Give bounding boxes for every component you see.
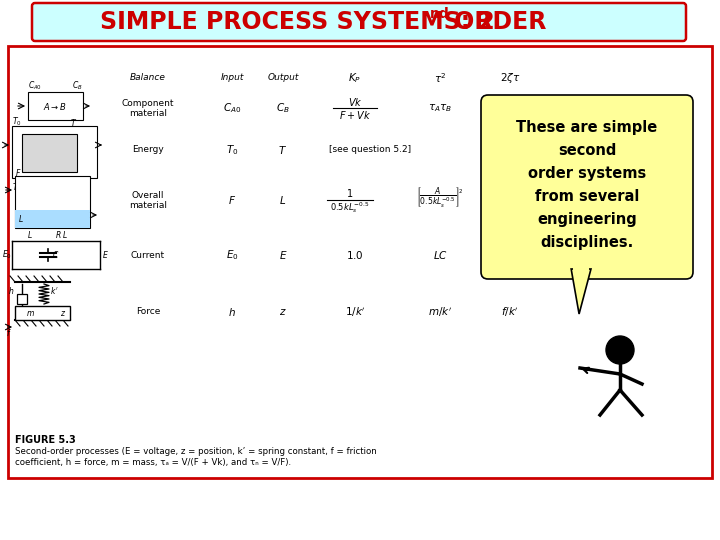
- Text: FIGURE 5.3: FIGURE 5.3: [15, 435, 76, 445]
- Text: [see question 5.2]: [see question 5.2]: [329, 145, 411, 154]
- Text: $2\tau$: $2\tau$: [503, 194, 518, 206]
- Text: $R$: $R$: [55, 230, 61, 240]
- Text: $2\zeta\tau$: $2\zeta\tau$: [500, 71, 521, 85]
- Text: order systems: order systems: [528, 166, 646, 181]
- Text: $Vk$: $Vk$: [348, 96, 362, 108]
- Text: $E_0$: $E_0$: [225, 248, 238, 262]
- Text: engineering: engineering: [537, 212, 637, 227]
- Text: $E$: $E$: [279, 249, 287, 261]
- Text: $C$: $C$: [53, 249, 60, 260]
- Text: $C_{A0}$: $C_{A0}$: [222, 101, 241, 115]
- Text: $T$: $T$: [279, 144, 287, 156]
- Text: $E$: $E$: [102, 249, 109, 260]
- Text: $f/k'$: $f/k'$: [501, 305, 519, 319]
- FancyBboxPatch shape: [32, 3, 686, 41]
- Text: material: material: [129, 200, 167, 210]
- Text: Current: Current: [131, 251, 165, 260]
- Text: $F + Vk$: $F + Vk$: [339, 109, 371, 121]
- Text: $L$: $L$: [18, 213, 24, 224]
- Text: $z$: $z$: [279, 307, 287, 317]
- Text: Output: Output: [267, 73, 299, 83]
- Text: nd: nd: [430, 7, 450, 21]
- Text: $T_0$: $T_0$: [12, 116, 22, 128]
- Text: from several: from several: [535, 189, 639, 204]
- Text: $K_P$: $K_P$: [348, 71, 361, 85]
- Text: $LC$: $LC$: [433, 249, 448, 261]
- Text: disciplines.: disciplines.: [541, 235, 634, 250]
- FancyBboxPatch shape: [481, 95, 693, 279]
- Text: $0.5kL_s^{-0.5}$: $0.5kL_s^{-0.5}$: [330, 200, 369, 215]
- Text: Second-order processes (E = voltage, z = position, k’ = spring constant, f = fri: Second-order processes (E = voltage, z =…: [15, 448, 377, 456]
- Text: $1$: $1$: [346, 187, 354, 199]
- Text: SIMPLE PROCESS SYSTEMS: 2: SIMPLE PROCESS SYSTEMS: 2: [100, 10, 495, 34]
- Text: $m/k'$: $m/k'$: [428, 305, 452, 319]
- Text: $RC$: $RC$: [502, 249, 518, 261]
- FancyBboxPatch shape: [15, 210, 90, 228]
- Text: $T_c$: $T_c$: [12, 182, 22, 194]
- Text: $1/k'$: $1/k'$: [345, 305, 365, 319]
- Text: $z$: $z$: [60, 308, 66, 318]
- Text: $L$: $L$: [62, 228, 68, 240]
- FancyBboxPatch shape: [22, 134, 77, 172]
- Text: These are simple: These are simple: [516, 120, 657, 135]
- Text: $\tau^2$: $\tau^2$: [433, 71, 446, 85]
- FancyBboxPatch shape: [8, 46, 712, 478]
- Text: $F$: $F$: [228, 194, 236, 206]
- FancyBboxPatch shape: [15, 306, 70, 320]
- Text: $h$: $h$: [228, 306, 236, 318]
- Text: $C_{A0}$: $C_{A0}$: [28, 80, 42, 92]
- FancyBboxPatch shape: [12, 126, 97, 178]
- Text: ORDER: ORDER: [446, 10, 546, 34]
- Text: $\tau_A + \tau_B$: $\tau_A + \tau_B$: [492, 102, 528, 114]
- Text: $k'$: $k'$: [50, 285, 58, 295]
- Text: $\left[\dfrac{A}{0.5kL_s^{-0.5}}\right]^{\!2}$: $\left[\dfrac{A}{0.5kL_s^{-0.5}}\right]^…: [416, 186, 464, 210]
- Text: $C_B$: $C_B$: [276, 101, 290, 115]
- Text: material: material: [129, 109, 167, 118]
- Text: $L$: $L$: [27, 230, 33, 240]
- FancyBboxPatch shape: [17, 294, 27, 304]
- Text: Input: Input: [220, 73, 243, 83]
- Text: Balance: Balance: [130, 73, 166, 83]
- Text: $A \rightarrow B$: $A \rightarrow B$: [43, 100, 67, 111]
- FancyBboxPatch shape: [28, 92, 83, 120]
- Polygon shape: [571, 269, 591, 314]
- Text: coefficient, h = force, m = mass, τₐ = V/(F + Vk), and τₙ = V/F).: coefficient, h = force, m = mass, τₐ = V…: [15, 458, 291, 468]
- Text: Overall: Overall: [132, 191, 164, 199]
- Text: Energy: Energy: [132, 145, 164, 154]
- Text: $C_B$: $C_B$: [72, 80, 83, 92]
- Text: $F$: $F$: [15, 166, 22, 178]
- Polygon shape: [573, 267, 589, 273]
- Text: $m$: $m$: [25, 308, 35, 318]
- Text: second: second: [558, 143, 616, 158]
- FancyBboxPatch shape: [15, 176, 90, 228]
- Circle shape: [606, 336, 634, 364]
- Text: $1.0$: $1.0$: [346, 249, 364, 261]
- Text: Component: Component: [122, 98, 174, 107]
- Text: $T$: $T$: [70, 117, 77, 127]
- Text: $f$: $f$: [6, 327, 12, 338]
- Text: $\tau_A\tau_B$: $\tau_A\tau_B$: [428, 102, 452, 114]
- Text: Force: Force: [136, 307, 160, 316]
- Text: $L$: $L$: [279, 194, 287, 206]
- Text: $E_0$: $E_0$: [2, 249, 12, 261]
- Text: $T_0$: $T_0$: [226, 143, 238, 157]
- Text: $h$: $h$: [8, 285, 14, 295]
